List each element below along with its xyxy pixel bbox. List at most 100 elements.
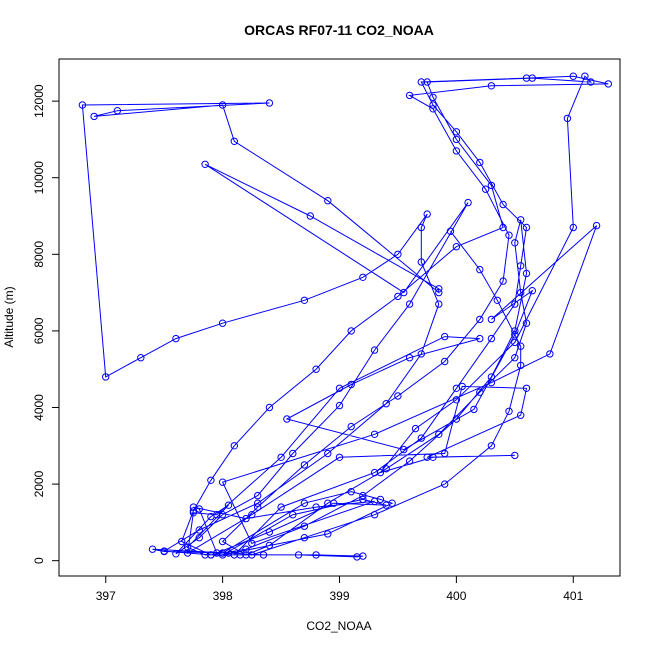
y-tick-label: 12000 (32, 84, 46, 118)
data-point (160, 547, 168, 556)
data-point (487, 373, 496, 381)
x-axis: 397 398 399 400 401 (96, 575, 584, 603)
x-tick-label: 398 (213, 589, 233, 603)
data-point (324, 197, 332, 205)
data-point (218, 101, 227, 109)
data-point (522, 384, 531, 392)
data-point (90, 112, 98, 121)
data-point (265, 541, 274, 550)
data-point (248, 539, 256, 548)
data-point (330, 499, 338, 507)
data-point (435, 288, 443, 297)
x-axis-label: CO2_NOAA (306, 619, 371, 633)
data-point (78, 101, 87, 109)
data-point (359, 552, 367, 560)
data-point (417, 434, 425, 442)
data-point (242, 551, 250, 559)
data-point (347, 488, 355, 496)
y-tick-label: 6000 (32, 317, 46, 344)
data-point (417, 350, 425, 358)
data-point (499, 200, 507, 209)
data-point (183, 543, 192, 551)
series-line (81, 75, 609, 558)
data-point (400, 445, 408, 454)
data-point (394, 250, 402, 259)
data-point (242, 545, 250, 553)
data-point (195, 534, 204, 542)
data-point (517, 262, 525, 270)
data-point (370, 346, 379, 354)
data-point (423, 453, 431, 461)
data-point (452, 415, 461, 423)
data-point (312, 551, 320, 559)
data-point (148, 545, 157, 553)
data-point (324, 449, 332, 458)
data-point (511, 327, 519, 335)
data-point (429, 453, 437, 461)
data-point (312, 503, 320, 511)
data-point (522, 319, 531, 327)
data-point (289, 511, 297, 519)
data-point (476, 388, 484, 396)
data-point (487, 378, 496, 387)
data-point (528, 287, 536, 295)
data-point (394, 392, 402, 400)
data-point (259, 551, 268, 559)
data-point (476, 334, 484, 343)
data-point (511, 300, 519, 308)
data-point (265, 403, 274, 412)
data-point (517, 411, 525, 419)
data-point (511, 331, 519, 339)
data-point (335, 384, 344, 392)
data-point (254, 499, 262, 507)
data-point (218, 537, 227, 546)
data-point (113, 107, 122, 115)
data-point (429, 93, 437, 102)
data-point (487, 82, 496, 90)
data-point (178, 537, 186, 546)
data-point (528, 74, 536, 82)
data-point (487, 181, 496, 190)
x-tick-label: 399 (329, 589, 349, 603)
data-point (218, 478, 227, 486)
data-point (517, 342, 525, 350)
data-point (382, 400, 390, 408)
data-point (587, 78, 595, 86)
data-point (464, 198, 472, 207)
data-point (505, 231, 513, 239)
data-point (294, 551, 303, 559)
data-point (476, 158, 484, 167)
data-point (370, 468, 379, 477)
data-point (312, 365, 320, 373)
data-point (236, 551, 244, 559)
data-point (224, 501, 233, 509)
data-point (476, 265, 484, 274)
data-point (505, 407, 513, 415)
data-point (441, 480, 449, 488)
x-tick-label: 401 (563, 589, 583, 603)
data-point (183, 549, 192, 557)
data-point (394, 292, 402, 301)
data-point (300, 522, 309, 530)
data-point (189, 503, 198, 511)
data-point (470, 405, 478, 414)
series-layer (78, 72, 612, 561)
data-point (487, 315, 496, 324)
data-point (300, 499, 309, 507)
data-point (405, 354, 414, 362)
data-point (300, 461, 309, 469)
data-point (499, 223, 507, 232)
data-point (195, 526, 204, 534)
chart-title: ORCAS RF07-11 CO2_NOAA (244, 22, 434, 38)
data-point (207, 551, 215, 559)
data-point (517, 361, 525, 370)
data-point (511, 338, 519, 347)
y-tick-label: 10000 (32, 161, 46, 195)
data-point (522, 223, 531, 232)
data-point (277, 503, 285, 511)
data-point (347, 327, 355, 335)
data-point (289, 449, 297, 458)
data-point (248, 511, 256, 519)
data-point (487, 334, 496, 343)
